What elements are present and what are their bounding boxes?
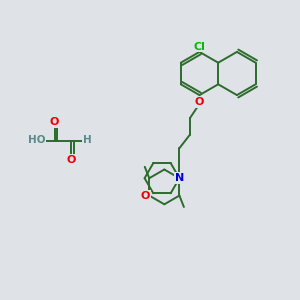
Text: O: O — [67, 154, 76, 165]
Text: O: O — [141, 190, 150, 201]
Text: HO: HO — [28, 135, 45, 146]
Text: O: O — [50, 117, 59, 128]
Text: H: H — [82, 135, 91, 146]
Text: O: O — [194, 97, 204, 107]
Text: N: N — [175, 173, 184, 183]
Text: Cl: Cl — [194, 41, 206, 52]
